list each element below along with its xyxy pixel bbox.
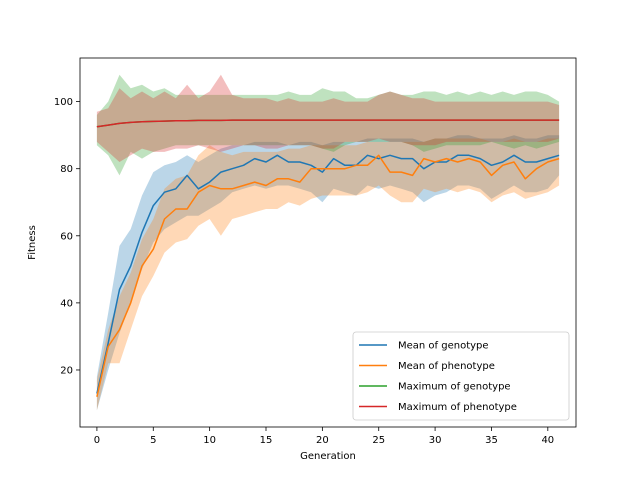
x-tick-label: 20 <box>316 435 329 446</box>
legend-label: Maximum of genotype <box>398 382 511 393</box>
band-series-3 <box>96 74 560 176</box>
legend-label: Mean of genotype <box>398 341 489 352</box>
x-tick-label: 25 <box>372 435 385 446</box>
x-axis-label: Generation <box>300 451 356 462</box>
band-series-4 <box>96 74 560 162</box>
y-tick-label: 80 <box>60 164 73 175</box>
legend-label: Mean of phenotype <box>398 361 495 372</box>
x-tick-label: 30 <box>429 435 442 446</box>
y-axis-ticks: 20 40 60 80 100 <box>54 97 80 376</box>
x-tick-label: 15 <box>260 435 273 446</box>
line-series-2 <box>96 154 560 397</box>
confidence-bands <box>96 74 560 411</box>
y-tick-label: 20 <box>60 365 73 376</box>
y-tick-label: 40 <box>60 298 73 309</box>
series-lines <box>96 119 560 397</box>
x-tick-label: 0 <box>94 435 100 446</box>
y-tick-label: 100 <box>54 97 73 108</box>
x-axis-ticks: 0 5 10 15 20 25 30 35 40 <box>94 427 554 446</box>
band-series-1 <box>96 135 560 411</box>
line-series-4 <box>96 119 560 128</box>
y-axis-label: Fitness <box>27 225 38 260</box>
axes-frame <box>79 57 577 428</box>
band-series-2 <box>96 138 560 411</box>
legend: Mean of genotype Mean of phenotype Maximum… <box>352 331 570 421</box>
legend-items: Mean of genotype Mean of phenotype Maximum… <box>359 341 517 413</box>
legend-label: Maximum of phenotype <box>398 402 517 413</box>
x-tick-label: 35 <box>485 435 498 446</box>
legend-box <box>352 331 570 421</box>
y-tick-label: 60 <box>60 231 73 242</box>
line-series-1 <box>96 154 560 394</box>
x-tick-label: 5 <box>150 435 156 446</box>
x-tick-label: 10 <box>203 435 216 446</box>
x-tick-label: 40 <box>541 435 554 446</box>
